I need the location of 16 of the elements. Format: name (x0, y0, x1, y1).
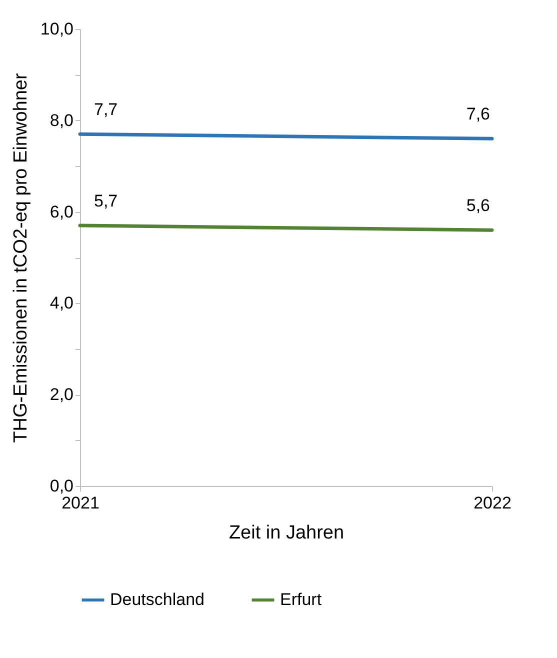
y-axis-title: THG-Emissionen in tCO2-eq pro Einwohner (10, 72, 32, 443)
x-tick-label: 2022 (474, 494, 512, 512)
x-axis-title: Zeit in Jahren (228, 522, 344, 544)
legend-label: Deutschland (110, 590, 205, 609)
y-tick-label: 8,0 (50, 110, 74, 130)
y-tick-label: 4,0 (50, 294, 74, 313)
data-label: 7,6 (466, 104, 490, 124)
y-tick-label: 10,0 (40, 20, 74, 38)
x-tick-label: 2021 (62, 494, 100, 512)
legend-label: Erfurt (280, 590, 322, 609)
data-label: 5,7 (94, 192, 118, 211)
y-tick-label: 6,0 (50, 202, 74, 222)
y-tick-label: 0,0 (50, 476, 74, 496)
data-label: 7,7 (94, 100, 118, 120)
data-label: 5,6 (466, 196, 490, 216)
y-tick-label: 2,0 (50, 385, 74, 404)
